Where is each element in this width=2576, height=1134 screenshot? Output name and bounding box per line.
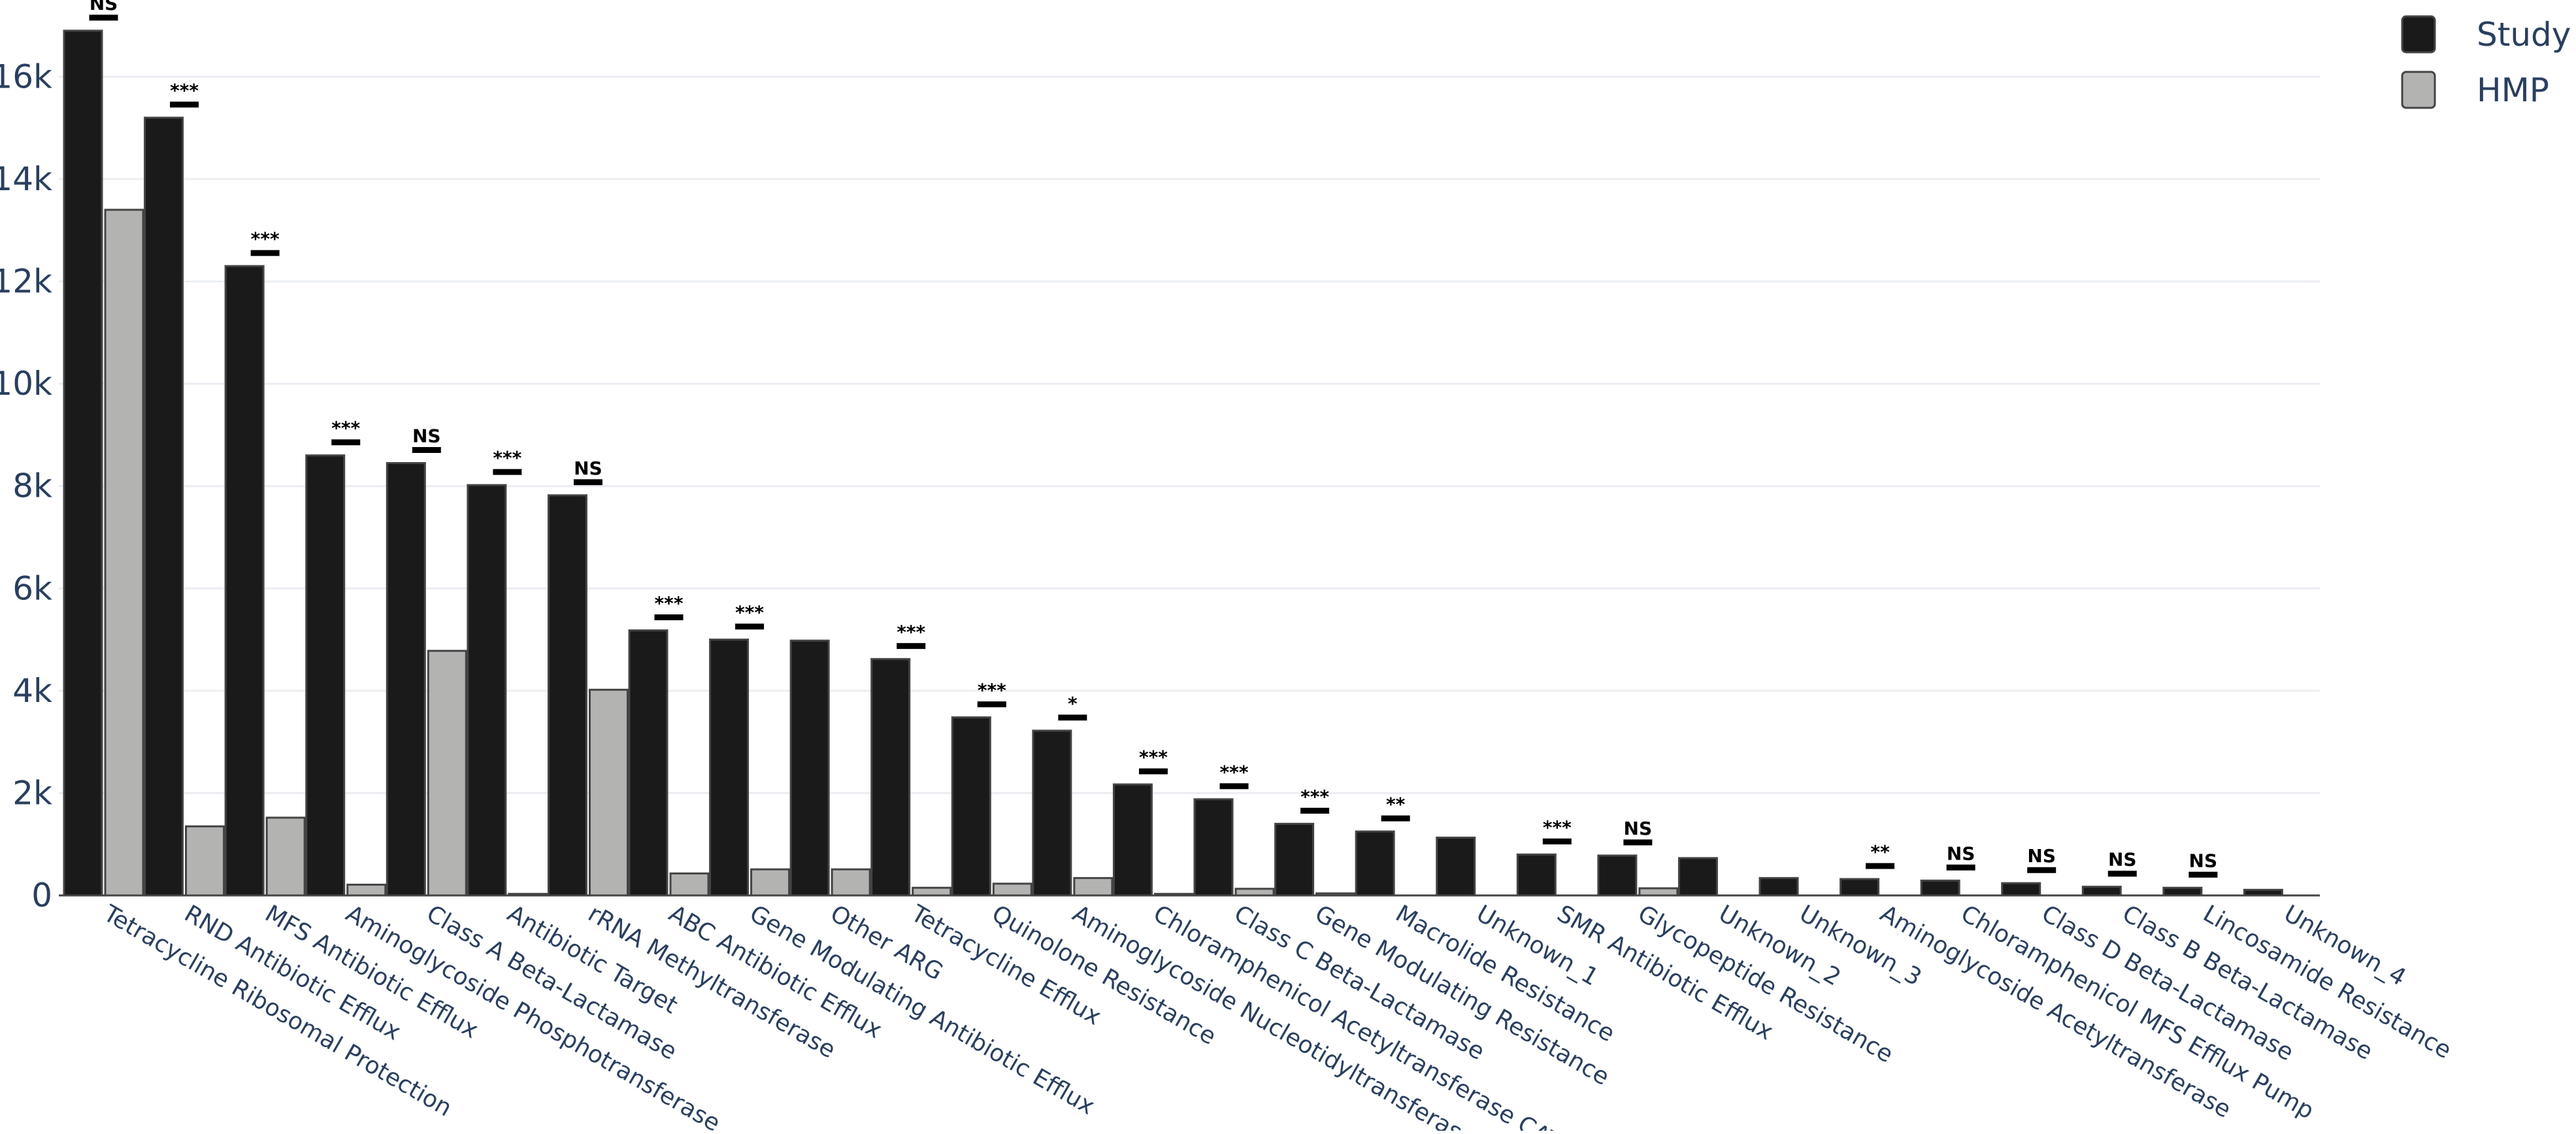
significance-label: NS xyxy=(1947,842,1975,864)
hmp-bar xyxy=(1638,887,1679,897)
study-bar xyxy=(1436,837,1476,897)
significance-label: *** xyxy=(493,447,521,469)
study-legend-label: Study xyxy=(2477,16,2571,54)
study-bar xyxy=(1355,830,1395,897)
study-bar xyxy=(1920,879,1960,897)
y-tick-label: 14k xyxy=(0,160,52,198)
hmp-bar xyxy=(992,882,1032,897)
hmp-bar xyxy=(1234,888,1275,897)
significance-label: *** xyxy=(1543,816,1572,838)
study-bar xyxy=(1677,857,1718,897)
study-bar xyxy=(305,454,346,897)
study-bar xyxy=(1274,822,1315,897)
significance-label: *** xyxy=(655,592,684,614)
significance-markers: NS********* NS*** NS*** *******************… xyxy=(89,0,2218,878)
study-bar xyxy=(789,639,830,897)
significance-label: * xyxy=(1068,693,1078,714)
study-legend-swatch xyxy=(2401,15,2436,54)
y-tick-label: 2k xyxy=(12,774,52,812)
hmp-bar xyxy=(750,868,791,897)
study-bar xyxy=(1032,729,1072,897)
hmp-bar xyxy=(1073,876,1114,897)
y-tick-label: 6k xyxy=(12,569,52,607)
significance-label: NS xyxy=(574,458,603,479)
study-bar xyxy=(224,265,265,897)
legend[interactable]: Study HMP xyxy=(2401,15,2571,109)
y-tick-label: 4k xyxy=(12,672,52,710)
study-bar xyxy=(870,658,911,897)
significance-label: *** xyxy=(331,418,360,439)
bars xyxy=(63,29,2283,897)
study-bar xyxy=(1193,798,1234,897)
study-bar xyxy=(1759,876,1799,897)
significance-label: *** xyxy=(897,621,925,642)
hmp-legend-swatch xyxy=(2401,71,2436,109)
y-tick-label: 12k xyxy=(0,263,52,301)
study-bar xyxy=(144,116,184,897)
significance-label: NS xyxy=(90,0,118,14)
significance-label: *** xyxy=(1300,786,1329,807)
study-bar xyxy=(1840,878,1880,897)
significance-label: *** xyxy=(978,680,1006,701)
significance-label: NS xyxy=(2108,849,2137,871)
study-bar xyxy=(63,29,103,897)
hmp-bar xyxy=(912,886,952,897)
significance-label: NS xyxy=(1624,818,1653,839)
significance-label: ** xyxy=(1386,793,1406,815)
y-tick-label: 10k xyxy=(0,365,52,403)
significance-label: NS xyxy=(412,425,441,446)
study-bar xyxy=(2081,886,2122,897)
study-bar xyxy=(709,639,750,897)
significance-label: NS xyxy=(2027,845,2056,867)
significance-label: *** xyxy=(251,228,280,250)
hmp-legend-label: HMP xyxy=(2477,71,2549,109)
study-bar xyxy=(1516,853,1557,897)
significance-label: *** xyxy=(735,602,764,624)
hmp-bar xyxy=(346,884,387,897)
study-bar xyxy=(1597,854,1638,897)
study-bar xyxy=(2162,886,2203,897)
hmp-bar xyxy=(831,868,871,897)
study-bar xyxy=(951,716,991,897)
hmp-bar xyxy=(185,825,225,897)
hmp-bar xyxy=(265,816,306,897)
study-bar xyxy=(1112,783,1153,897)
y-tick-label: 8k xyxy=(12,467,52,505)
hmp-bar xyxy=(588,688,629,897)
study-bar xyxy=(386,461,426,897)
study-bar xyxy=(547,494,587,897)
y-axis-ticks: 0 2k 4k 6k 8k 10k 12k 14k 16k xyxy=(0,58,52,914)
significance-label: *** xyxy=(170,80,199,101)
significance-label: ** xyxy=(1870,841,1890,863)
study-bar xyxy=(628,629,669,897)
study-bar xyxy=(467,484,507,897)
significance-label: *** xyxy=(1139,746,1168,768)
y-tick-label: 0 xyxy=(31,876,52,914)
hmp-bar xyxy=(104,208,144,897)
hmp-bar xyxy=(427,650,467,897)
study-bar xyxy=(2001,882,2041,897)
significance-label: NS xyxy=(2189,850,2218,871)
significance-label: *** xyxy=(1220,761,1249,783)
hmp-bar xyxy=(669,872,710,897)
y-tick-label: 16k xyxy=(0,58,52,95)
